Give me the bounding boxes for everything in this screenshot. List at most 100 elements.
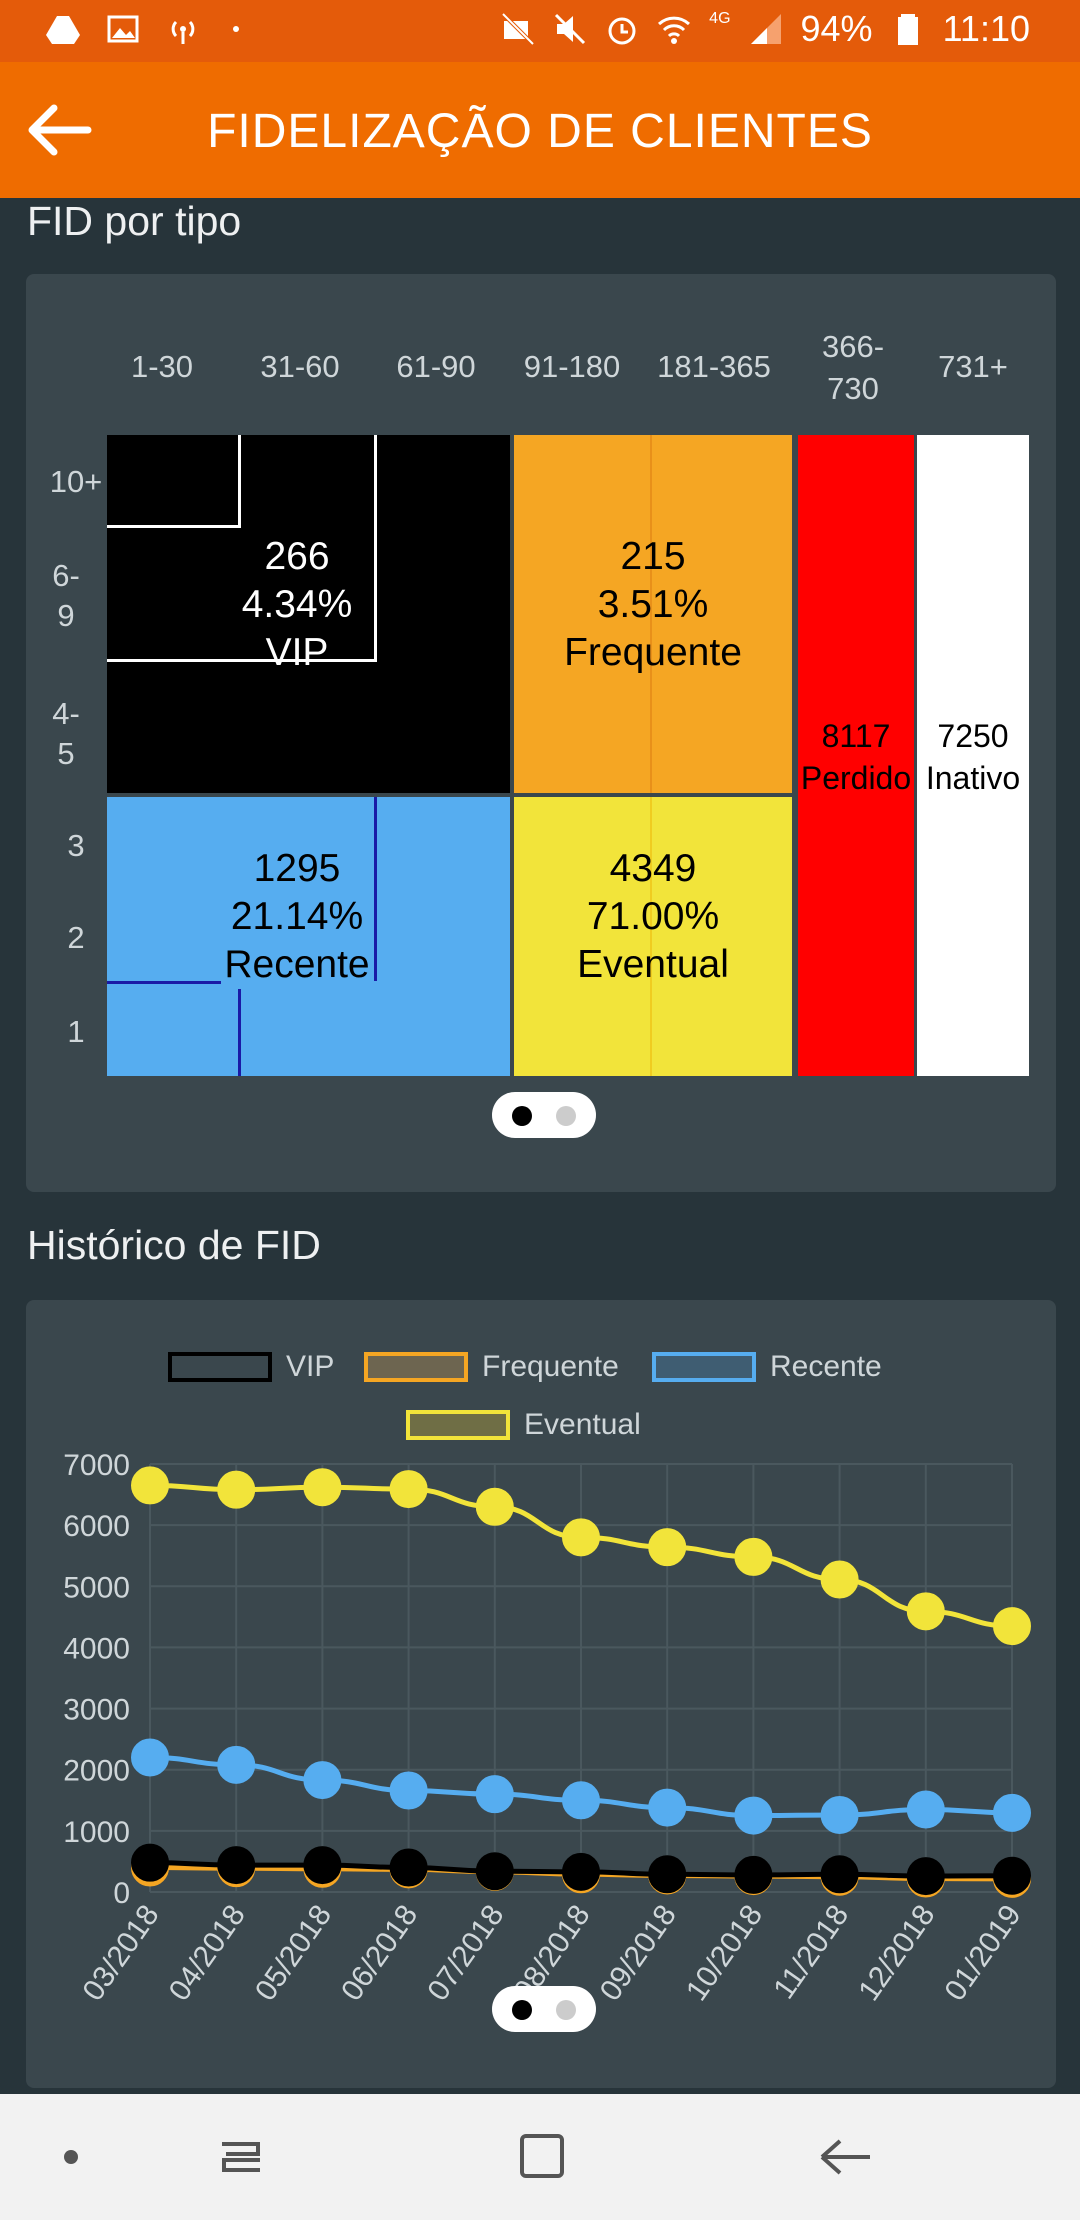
data-point-vip (303, 1846, 342, 1885)
x-tick-label: 09/2018 (594, 1899, 683, 2007)
legend-vip[interactable]: VIP (168, 1350, 334, 1384)
data-point-vip (993, 1856, 1031, 1895)
legend-recente[interactable]: Recente (652, 1350, 882, 1384)
vip-count: 266 (264, 535, 330, 578)
historico-title: Histórico de FID (27, 1222, 321, 1268)
legend-eventual[interactable]: Eventual (406, 1408, 641, 1442)
pager-dot-inactive[interactable] (556, 2000, 576, 2020)
data-point-eventual (906, 1592, 945, 1631)
data-point-eventual (562, 1518, 600, 1557)
x-tick-label: 07/2018 (421, 1899, 510, 2007)
col-header-61-90: 61-90 (396, 349, 476, 384)
recente-label: Recente (224, 943, 370, 986)
data-point-recente (217, 1745, 256, 1784)
battery-percent: 94% (800, 8, 873, 49)
data-point-recente (475, 1775, 514, 1814)
pager-dot-active[interactable] (512, 1106, 532, 1126)
recente-inner-border-top (107, 981, 221, 1079)
data-point-vip (389, 1848, 428, 1887)
nav-bar (0, 2094, 1080, 2220)
arrow-left-icon[interactable] (24, 100, 94, 160)
col-header-91-180: 91-180 (523, 349, 621, 384)
y-tick-label: 1000 (63, 1816, 130, 1849)
eventual-label: Eventual (577, 943, 729, 986)
pager-dot-active[interactable] (512, 2000, 532, 2020)
mute-icon (555, 13, 586, 45)
row-header-2: 2 (67, 920, 85, 955)
x-tick-label: 10/2018 (680, 1899, 769, 2007)
frequente-label: Frequente (564, 631, 742, 674)
frequente-cell[interactable]: 215 3.51% Frequente (514, 435, 792, 793)
data-point-eventual (820, 1560, 859, 1599)
row-header-3: 3 (67, 828, 85, 863)
legend-swatch-vip (168, 1352, 272, 1382)
legend-label-frequente: Frequente (482, 1350, 619, 1383)
y-tick-label: 0 (113, 1877, 130, 1910)
clock: 11:10 (942, 8, 1030, 49)
y-tick-label: 3000 (63, 1694, 130, 1727)
legend-frequente[interactable]: Frequente (364, 1350, 619, 1384)
data-point-vip (475, 1852, 514, 1891)
no-camera-icon (501, 12, 535, 46)
data-point-vip (131, 1843, 169, 1882)
recente-cell[interactable]: 1295 21.14% Recente (107, 797, 510, 1076)
vip-label: VIP (265, 631, 329, 674)
data-point-vip (820, 1855, 859, 1894)
vip-percent: 4.34% (241, 583, 353, 626)
y-tick-label: 5000 (63, 1571, 130, 1604)
data-point-eventual (131, 1466, 169, 1505)
fid-tipo-title: FID por tipo (27, 198, 242, 244)
app-bar: FIDELIZAÇÃO DE CLIENTES (0, 62, 1080, 198)
inativo-cell[interactable]: 7250 Inativo (917, 435, 1029, 1076)
data-point-vip (648, 1855, 687, 1894)
vip-cell[interactable]: 266 4.34% VIP (107, 435, 510, 793)
col-header-181-365: 181-365 (657, 349, 771, 384)
data-point-eventual (734, 1537, 773, 1576)
data-point-recente (820, 1795, 859, 1834)
data-point-recente (906, 1790, 945, 1829)
wifi-icon (658, 16, 691, 44)
home-icon[interactable] (508, 2124, 578, 2190)
x-tick-label: 11/2018 (767, 1899, 855, 2005)
data-point-recente (993, 1793, 1031, 1832)
recente-inner-divider (238, 989, 241, 1076)
x-tick-label: 01/2019 (938, 1899, 1027, 2007)
broadcast-icon (171, 20, 195, 44)
data-point-recente (303, 1761, 342, 1800)
vip-inner-border-small (107, 435, 241, 528)
data-point-recente (389, 1771, 428, 1810)
fid-tipo-card: 1-30 31-60 61-90 91-180 181-365 366-730 … (26, 274, 1056, 1192)
frequente-percent: 3.51% (597, 583, 709, 626)
inativo-count: 7250 (937, 718, 1009, 754)
data-point-vip (734, 1855, 773, 1894)
recente-percent: 21.14% (230, 895, 364, 938)
pager-dot-inactive[interactable] (556, 1106, 576, 1126)
data-point-recente (734, 1796, 773, 1835)
legend-swatch-recente (652, 1352, 756, 1382)
eventual-cell[interactable]: 4349 71.00% Eventual (514, 797, 792, 1076)
recente-inner-border-right (107, 797, 377, 981)
back-icon[interactable] (810, 2124, 880, 2190)
frequente-divider (650, 435, 652, 793)
col-header-366-730: 366-730 (821, 329, 885, 406)
col-header-1-30: 1-30 (130, 349, 194, 384)
recent-apps-icon[interactable] (206, 2124, 276, 2190)
col-header-731: 731+ (938, 349, 1008, 384)
data-point-vip (562, 1852, 600, 1891)
recente-count: 1295 (253, 847, 341, 890)
row-header-6-9: 6-9 (52, 558, 80, 633)
col-header-31-60: 31-60 (260, 349, 340, 384)
data-point-eventual (993, 1607, 1031, 1646)
frequente-count: 215 (620, 535, 686, 578)
data-point-eventual (648, 1528, 687, 1567)
drive-icon (46, 16, 80, 44)
eventual-divider (650, 797, 652, 1076)
perdido-cell[interactable]: 8117 Perdido (798, 435, 914, 1076)
dot-icon[interactable] (36, 2124, 106, 2190)
x-tick-label: 03/2018 (76, 1899, 165, 2007)
y-tick-label: 7000 (63, 1449, 130, 1482)
perdido-count: 8117 (821, 718, 891, 754)
legend-label-recente: Recente (770, 1350, 882, 1383)
legend-label-vip: VIP (286, 1350, 335, 1383)
inativo-label: Inativo (925, 760, 1021, 796)
